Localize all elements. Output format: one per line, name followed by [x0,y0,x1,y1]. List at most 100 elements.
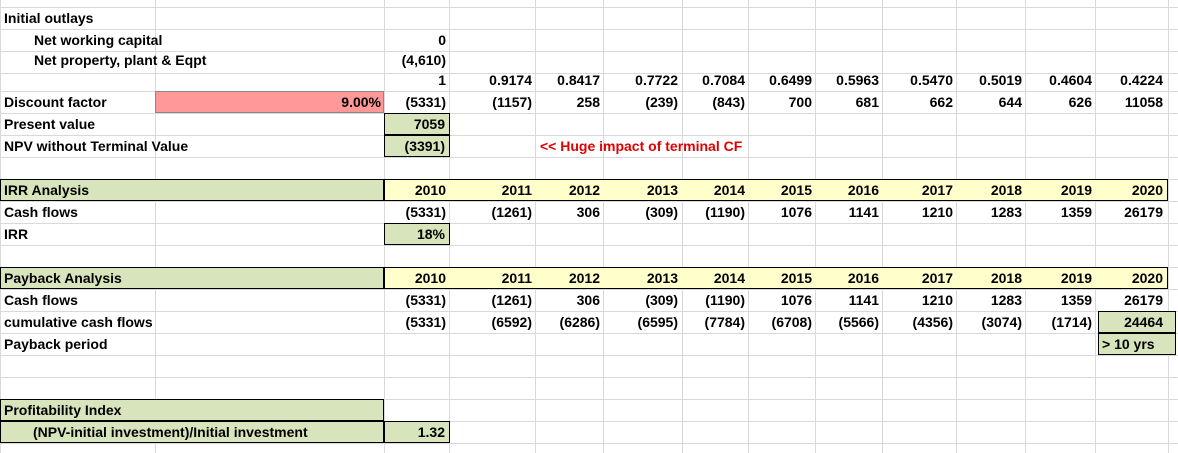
ppe-value[interactable]: (4,610) [401,52,446,68]
cumulative-cash-flow-cell[interactable]: (5331) [405,314,446,330]
irr-cash-flow-cell[interactable]: 1210 [921,204,953,220]
discount-factor-cell[interactable]: 0.4224 [1120,72,1163,88]
irr-year-header[interactable]: 2020 [1131,182,1163,198]
cumulative-cash-flow-cell[interactable]: (6592) [491,314,532,330]
irr-years-band [384,179,1168,201]
payback-cash-flow-cell[interactable]: 306 [576,292,600,308]
cumulative-cash-flow-cell[interactable]: 24464 [1124,314,1163,330]
payback-heading-cell[interactable]: Payback Analysis [0,267,384,289]
payback-year-header[interactable]: 2017 [921,270,953,286]
discount-factor-label: Discount factor [4,94,107,110]
cumulative-cash-flow-cell[interactable]: (1714) [1051,314,1092,330]
discounted-value-cell[interactable]: 662 [929,94,953,110]
irr-cash-flow-cell[interactable]: (5331) [405,204,446,220]
discount-factor-cell[interactable]: 0.6499 [769,72,812,88]
discounted-value-cell[interactable]: (1157) [492,94,532,110]
irr-cash-flow-cell[interactable]: (1190) [705,204,745,220]
payback-cash-flow-cell[interactable]: 26179 [1124,292,1163,308]
payback-cash-flow-cell[interactable]: (1261) [491,292,532,308]
discounted-value-cell[interactable]: 700 [788,94,812,110]
ppe-label: Net property, plant & Eqpt [34,52,207,68]
profitability-index-value: 1.32 [417,424,445,440]
discounted-value-cell[interactable]: (239) [645,94,678,110]
cumulative-cash-flow-cell[interactable]: (3074) [981,314,1022,330]
discount-factor-cell[interactable]: 0.7084 [702,72,745,88]
irr-year-header[interactable]: 2014 [713,182,745,198]
discount-factor-cell[interactable]: 0.9174 [489,72,532,88]
payback-years-band [384,267,1168,289]
cumulative-cash-flow-cell[interactable]: (6708) [771,314,812,330]
payback-year-header[interactable]: 2015 [780,270,812,286]
irr-cash-flow-cell[interactable]: 1283 [990,204,1022,220]
payback-year-header[interactable]: 2020 [1131,270,1163,286]
present-value-value: 7059 [413,116,445,132]
discounted-value-cell[interactable]: 681 [855,94,879,110]
cumulative-final-cell[interactable] [1098,311,1176,333]
discount-factor-cell[interactable]: 0.8417 [557,72,600,88]
irr-cash-flow-cell[interactable]: 1076 [780,204,812,220]
payback-cash-flow-cell[interactable]: 1283 [990,292,1022,308]
profitability-formula-cell[interactable]: (NPV-initial investment)/Initial investm… [0,421,384,443]
irr-year-header[interactable]: 2018 [990,182,1022,198]
discount-factor-cell[interactable]: 0.4604 [1049,72,1092,88]
irr-year-header[interactable]: 2010 [414,182,446,198]
payback-year-header[interactable]: 2019 [1060,270,1092,286]
payback-cash-flow-cell[interactable]: (1190) [705,292,745,308]
payback-year-header[interactable]: 2013 [646,270,678,286]
irr-cash-flow-cell[interactable]: 306 [576,204,600,220]
payback-cash-flow-cell[interactable]: 1359 [1060,292,1092,308]
terminal-cf-note: << Huge impact of terminal CF [540,138,743,154]
irr-year-header[interactable]: 2017 [921,182,953,198]
irr-year-header[interactable]: 2013 [646,182,678,198]
profitability-heading-cell[interactable]: Profitability Index [0,399,384,421]
payback-year-header[interactable]: 2016 [847,270,879,286]
discount-factor-cell[interactable]: 0.5019 [979,72,1022,88]
payback-cash-flow-cell[interactable]: (5331) [405,292,446,308]
discounted-value-cell[interactable]: (843) [712,94,745,110]
irr-year-header[interactable]: 2012 [568,182,600,198]
irr-cash-flow-cell[interactable]: (1261) [491,204,532,220]
payback-year-header[interactable]: 2014 [713,270,745,286]
irr-cash-flow-cell[interactable]: 26179 [1124,204,1163,220]
payback-year-header[interactable]: 2011 [501,270,532,286]
discount-factor-cell[interactable]: 0.5470 [910,72,953,88]
irr-cell[interactable]: 18% [384,223,450,245]
discounted-value-cell[interactable]: 258 [576,94,600,110]
irr-cash-flow-cell[interactable]: 1359 [1060,204,1092,220]
payback-cash-flow-cell[interactable]: 1141 [848,292,879,308]
payback-cash-flow-cell[interactable]: (309) [645,292,678,308]
npv-cell[interactable]: (3391) [384,135,450,157]
payback-year-header[interactable]: 2018 [990,270,1022,286]
present-value-cell[interactable]: 7059 [384,113,450,135]
irr-cash-flow-cell[interactable]: (309) [645,204,678,220]
irr-year-header[interactable]: 2016 [847,182,879,198]
payback-cash-flow-cell[interactable]: 1210 [921,292,953,308]
irr-year-header[interactable]: 2019 [1060,182,1092,198]
irr-year-header[interactable]: 2011 [501,182,532,198]
profitability-index-cell[interactable]: 1.32 [384,421,450,443]
discount-rate-cell[interactable]: 9.00% [155,91,384,113]
payback-year-header[interactable]: 2010 [414,270,446,286]
payback-period-value: > 10 yrs [1102,336,1155,352]
payback-period-cell[interactable]: > 10 yrs [1098,333,1176,355]
nwc-value[interactable]: 0 [438,32,446,48]
discounted-value-cell[interactable]: (5331) [405,94,446,110]
discount-factor-cell[interactable]: 0.5963 [836,72,879,88]
discount-factor-cell[interactable]: 0.7722 [635,72,678,88]
irr-cash-flow-cell[interactable]: 1141 [848,204,879,220]
discounted-value-cell[interactable]: 644 [998,94,1022,110]
payback-year-header[interactable]: 2012 [568,270,600,286]
discounted-value-cell[interactable]: 11058 [1124,94,1163,110]
cumulative-cash-flow-cell[interactable]: (4356) [912,314,953,330]
cumulative-cash-flow-cell[interactable]: (5566) [838,314,879,330]
irr-heading-cell[interactable]: IRR Analysis [0,179,384,201]
cumulative-cash-flow-cell[interactable]: (7784) [704,314,745,330]
payback-heading: Payback Analysis [4,270,122,286]
cumulative-cash-flow-cell[interactable]: (6286) [559,314,600,330]
irr-year-header[interactable]: 2015 [780,182,812,198]
discount-factor-cell[interactable]: 1 [438,72,446,88]
cumulative-cash-flow-cell[interactable]: (6595) [637,314,678,330]
discounted-value-cell[interactable]: 626 [1068,94,1092,110]
payback-cash-flow-cell[interactable]: 1076 [780,292,812,308]
